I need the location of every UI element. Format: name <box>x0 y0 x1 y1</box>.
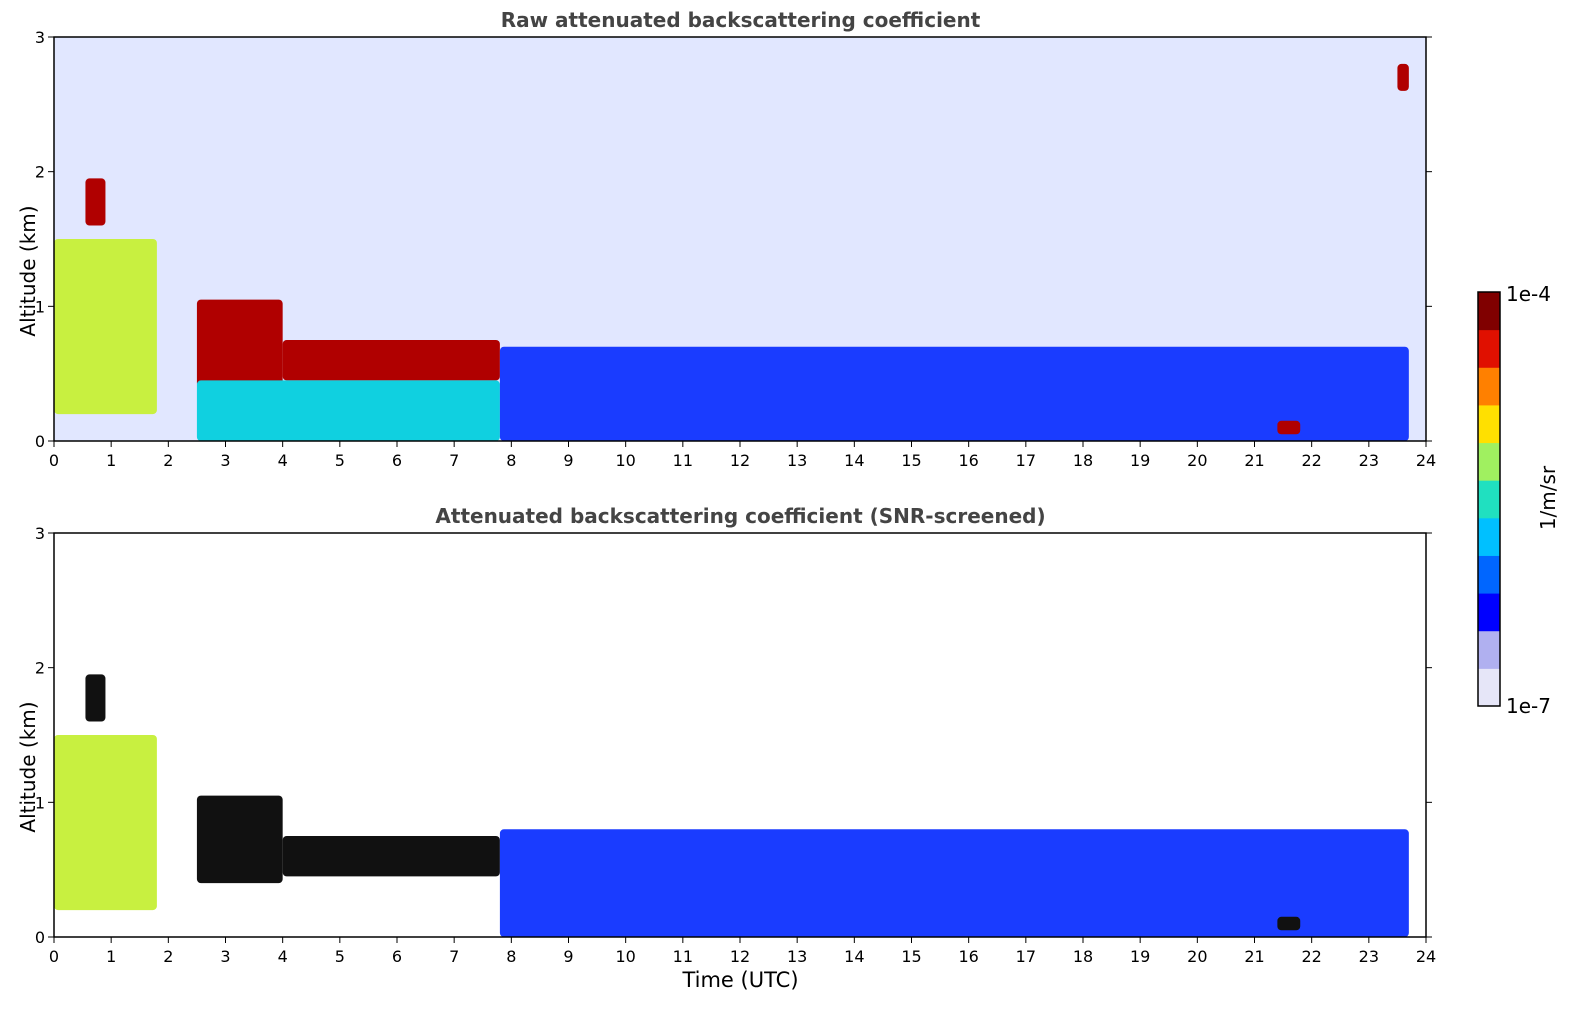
bottom-layer-0 <box>54 735 157 911</box>
top-layer-1 <box>85 178 106 226</box>
bottom-x-tick-label: 21 <box>1244 947 1264 966</box>
colorbar-segment <box>1478 668 1500 707</box>
top-x-tick-label: 16 <box>958 451 978 470</box>
bottom-layer-4 <box>499 829 1409 937</box>
top-x-tick-label: 14 <box>844 451 864 470</box>
bottom-x-tick-label: 18 <box>1073 947 1093 966</box>
bottom-x-tick-label: 15 <box>901 947 921 966</box>
bottom-layer-5 <box>1277 916 1301 931</box>
bottom-x-tick-label: 24 <box>1416 947 1436 966</box>
bottom-x-tick-label: 14 <box>844 947 864 966</box>
colorbar-segment <box>1478 404 1500 444</box>
colorbar-frame <box>1477 291 1501 707</box>
top-layer-2 <box>196 299 283 388</box>
colorbar-segment <box>1478 442 1500 481</box>
top-x-tick-label: 18 <box>1073 451 1093 470</box>
bottom-x-tick-label: 22 <box>1301 947 1321 966</box>
bottom-y-tick-label: 1 <box>35 793 45 812</box>
colorbar-segment <box>1478 630 1500 669</box>
top-y-tick-label: 1 <box>35 297 45 316</box>
top-x-tick-label: 8 <box>506 451 516 470</box>
bottom-y-tick-label: 2 <box>35 659 45 678</box>
colorbar-segment <box>1478 593 1500 632</box>
top-x-tick-label: 12 <box>730 451 750 470</box>
top-x-tick-label: 13 <box>787 451 807 470</box>
colorbar-segment <box>1478 367 1500 406</box>
top-layer-3 <box>282 340 500 381</box>
top-layer-5 <box>499 346 1409 441</box>
bottom-x-tick-label: 5 <box>335 947 345 966</box>
top-x-tick-label: 15 <box>901 451 921 470</box>
bottom-layer-3 <box>282 836 500 877</box>
bottom-x-tick-label: 13 <box>787 947 807 966</box>
bottom-x-tick-label: 17 <box>1016 947 1036 966</box>
top-x-tick-label: 23 <box>1359 451 1379 470</box>
top-x-tick-label: 10 <box>615 451 635 470</box>
bottom-x-tick-label: 0 <box>49 947 59 966</box>
top-x-tick-label: 22 <box>1301 451 1321 470</box>
top-layer-6 <box>1277 420 1301 435</box>
top-x-tick-label: 3 <box>220 451 230 470</box>
bottom-x-tick-label: 19 <box>1130 947 1150 966</box>
colorbar-unit-label: 1/m/sr <box>1536 465 1560 531</box>
colorbar-segment <box>1478 555 1500 594</box>
bottom-x-tick-label: 3 <box>220 947 230 966</box>
colorbar-segment <box>1478 292 1500 331</box>
bottom-x-tick-label: 2 <box>163 947 173 966</box>
top-y-tick-label: 3 <box>35 28 45 47</box>
bottom-x-tick-label: 4 <box>278 947 288 966</box>
top-layer-7 <box>1397 63 1409 91</box>
top-y-tick-label: 0 <box>35 432 45 451</box>
top-x-tick-label: 17 <box>1016 451 1036 470</box>
top-x-tick-label: 20 <box>1187 451 1207 470</box>
bottom-x-tick-label: 8 <box>506 947 516 966</box>
top-y-tick-label: 2 <box>35 163 45 182</box>
bottom-x-tick-label: 23 <box>1359 947 1379 966</box>
bottom-x-tick-label: 20 <box>1187 947 1207 966</box>
bottom-x-tick-label: 6 <box>392 947 402 966</box>
bottom-x-tick-label: 9 <box>563 947 573 966</box>
bottom-y-tick-label: 0 <box>35 928 45 947</box>
colorbar-max-label: 1e-4 <box>1506 282 1551 306</box>
top-x-tick-label: 2 <box>163 451 173 470</box>
bottom-x-tick-label: 10 <box>615 947 635 966</box>
bottom-chart-title: Attenuated backscattering coefficient (S… <box>435 504 1046 528</box>
bottom-x-tick-label: 16 <box>958 947 978 966</box>
top-x-tick-label: 21 <box>1244 451 1264 470</box>
colorbar-segment <box>1478 480 1500 519</box>
bottom-y-tick-label: 3 <box>35 524 45 543</box>
top-x-tick-label: 19 <box>1130 451 1150 470</box>
bottom-x-tick-label: 7 <box>449 947 459 966</box>
top-x-tick-label: 9 <box>563 451 573 470</box>
top-x-tick-label: 5 <box>335 451 345 470</box>
top-x-tick-label: 7 <box>449 451 459 470</box>
top-x-tick-label: 1 <box>106 451 116 470</box>
top-x-tick-label: 0 <box>49 451 59 470</box>
colorbar-min-label: 1e-7 <box>1506 694 1551 718</box>
bottom-x-tick-label: 11 <box>673 947 693 966</box>
bottom-layer-1 <box>85 674 106 722</box>
colorbar-segment <box>1478 329 1500 368</box>
bottom-chart-x-axis-label: Time (UTC) <box>682 968 799 992</box>
top-layer-4 <box>196 380 500 441</box>
top-x-tick-label: 11 <box>673 451 693 470</box>
top-x-tick-label: 4 <box>278 451 288 470</box>
top-x-tick-label: 24 <box>1416 451 1436 470</box>
bottom-x-tick-label: 1 <box>106 947 116 966</box>
colorbar-segment <box>1478 517 1500 556</box>
top-chart-title: Raw attenuated backscattering coefficien… <box>500 8 981 32</box>
bottom-layer-2 <box>196 795 283 884</box>
top-layer-0 <box>54 239 157 415</box>
bottom-x-tick-label: 12 <box>730 947 750 966</box>
top-x-tick-label: 6 <box>392 451 402 470</box>
